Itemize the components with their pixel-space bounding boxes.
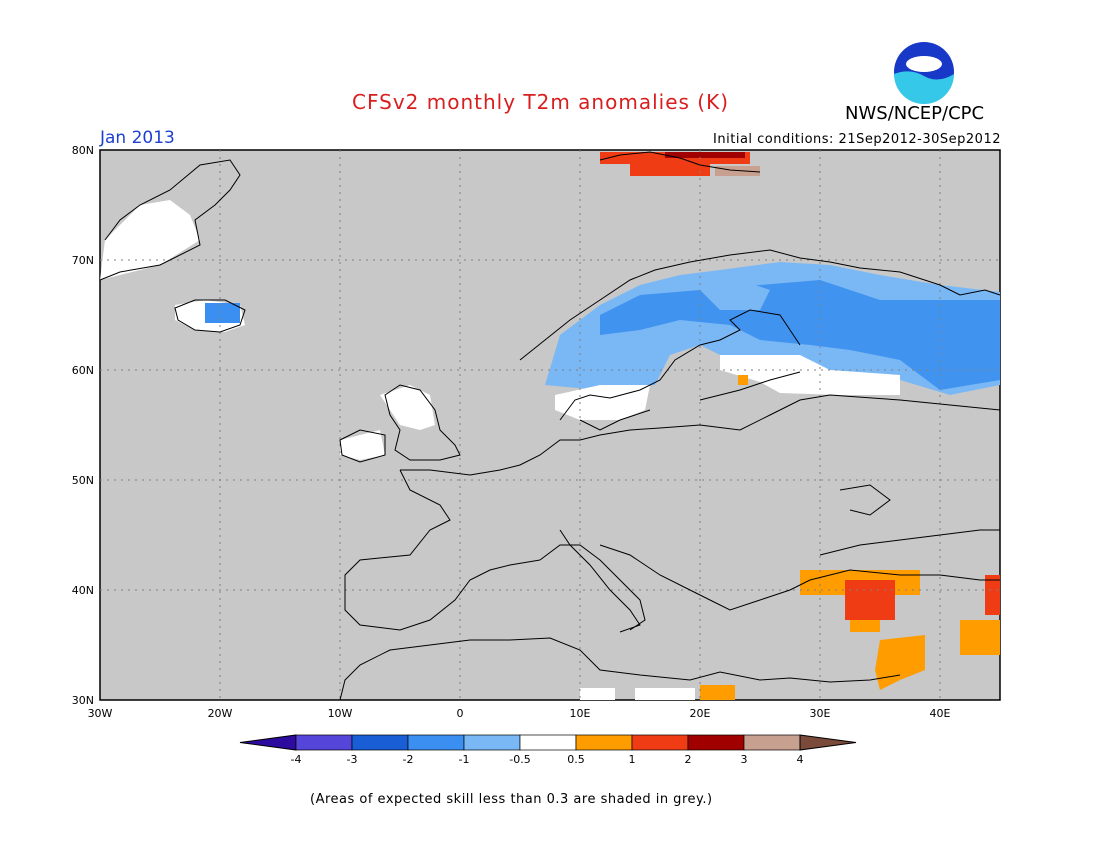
lat-label: 70N — [72, 254, 94, 267]
forecast-month: Jan 2013 — [100, 128, 175, 148]
legend-swatch — [463, 734, 521, 751]
lon-label: 30W — [88, 707, 113, 720]
lon-label: 10W — [328, 707, 353, 720]
lon-label: 20W — [208, 707, 233, 720]
chart-title: CFSv2 monthly T2m anomalies (K) — [352, 90, 729, 114]
legend-label: -3 — [347, 753, 358, 766]
organization-label: NWS/NCEP/CPC — [845, 103, 985, 124]
legend-label: -0.5 — [509, 753, 530, 766]
anomaly-shading — [100, 152, 1000, 700]
legend-swatch — [407, 734, 465, 751]
noaa-logo — [894, 42, 954, 104]
legend-swatch — [239, 734, 297, 751]
lat-label: 50N — [72, 474, 94, 487]
lat-label: 60N — [72, 364, 94, 377]
legend-swatch — [631, 734, 689, 751]
lon-label: 20E — [690, 707, 711, 720]
lon-label: 0 — [457, 707, 464, 720]
initial-conditions: Initial conditions: 21Sep2012-30Sep2012 — [713, 132, 1001, 147]
lon-label: 40E — [930, 707, 951, 720]
legend-swatch — [351, 734, 409, 751]
lat-label: 80N — [72, 144, 94, 157]
coastlines — [99, 151, 1001, 701]
legend-label: 4 — [797, 753, 804, 766]
legend-label: -4 — [291, 753, 302, 766]
footnote: (Areas of expected skill less than 0.3 a… — [310, 792, 713, 807]
lat-label: 40N — [72, 584, 94, 597]
legend-label: -2 — [403, 753, 414, 766]
legend-label: 3 — [741, 753, 748, 766]
legend-swatch — [575, 734, 633, 751]
lon-label: 30E — [810, 707, 831, 720]
lon-label: 10E — [570, 707, 591, 720]
legend-swatch — [519, 734, 577, 751]
legend-swatch — [799, 734, 857, 751]
legend-swatch — [295, 734, 353, 751]
legend-swatch — [743, 734, 801, 751]
lat-label: 30N — [72, 694, 94, 707]
legend-swatch — [687, 734, 745, 751]
legend-label: 1 — [629, 753, 636, 766]
legend-label: 2 — [685, 753, 692, 766]
legend-label: -1 — [459, 753, 470, 766]
gridlines — [100, 150, 1000, 700]
legend-label: 0.5 — [567, 753, 585, 766]
